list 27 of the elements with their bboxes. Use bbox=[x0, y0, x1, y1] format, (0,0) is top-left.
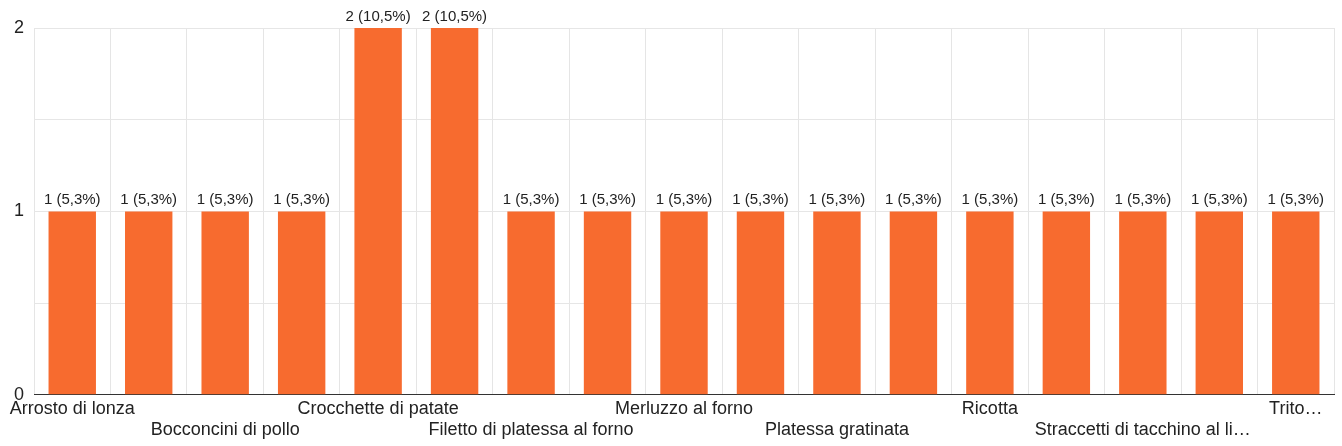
x-tick-label: Ricotta bbox=[961, 397, 1019, 418]
x-tick-label: Platessa gratinata bbox=[764, 419, 910, 440]
data-label: 1 (5,3%) bbox=[43, 190, 101, 208]
data-label: 1 (5,3%) bbox=[655, 190, 713, 208]
x-tick-label: Filetto di platessa al forno bbox=[428, 419, 634, 440]
data-label: 2 (10,5%) bbox=[345, 6, 411, 24]
data-label: 1 (5,3%) bbox=[732, 190, 789, 208]
y-tick-label: 2 bbox=[14, 16, 25, 37]
data-label: 1 (5,3%) bbox=[196, 190, 254, 208]
data-label: 2 (10,5%) bbox=[422, 6, 488, 24]
data-label: 1 (5,3%) bbox=[961, 190, 1019, 208]
data-label: 1 (5,3%) bbox=[273, 190, 331, 208]
x-tick-label: Merluzzo al forno bbox=[614, 397, 754, 418]
x-tick-label: Crocchette di patate bbox=[297, 397, 459, 418]
y-tick-label: 1 bbox=[14, 200, 25, 221]
data-label: 1 (5,3%) bbox=[120, 190, 178, 208]
data-label: 1 (5,3%) bbox=[1114, 190, 1172, 208]
data-label: 1 (5,3%) bbox=[1038, 190, 1095, 208]
data-label: 1 (5,3%) bbox=[885, 190, 942, 208]
x-tick-label: Trito… bbox=[1269, 397, 1323, 418]
x-tick-label: Bocconcini di pollo bbox=[150, 419, 300, 440]
data-label: 1 (5,3%) bbox=[579, 190, 636, 208]
data-label: 1 (5,3%) bbox=[502, 190, 560, 208]
data-label: 1 (5,3%) bbox=[1267, 190, 1325, 208]
data-label: 1 (5,3%) bbox=[1190, 190, 1248, 208]
x-tick-label: Straccetti di tacchino al li… bbox=[1034, 419, 1251, 440]
data-label: 1 (5,3%) bbox=[808, 190, 866, 208]
